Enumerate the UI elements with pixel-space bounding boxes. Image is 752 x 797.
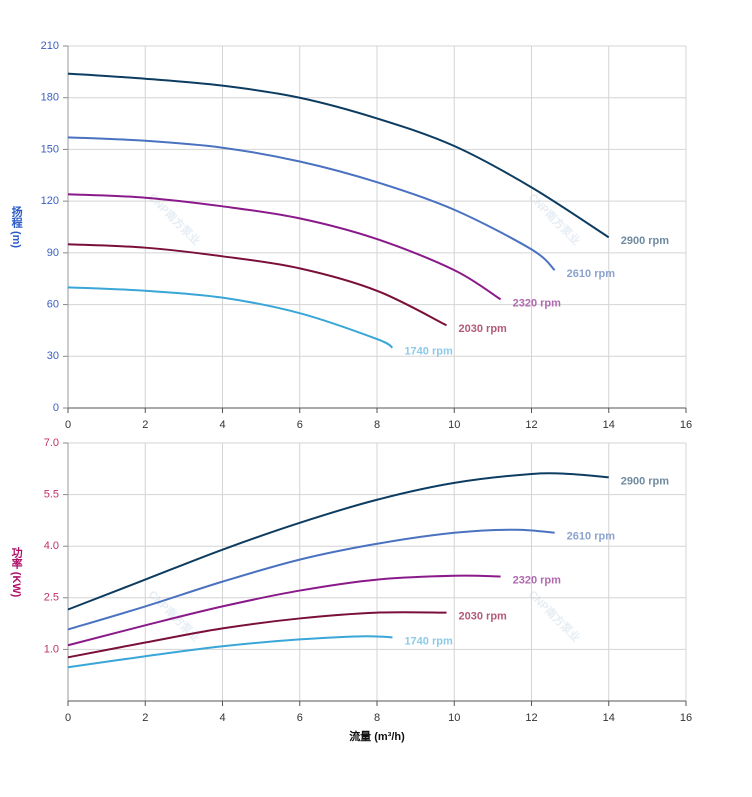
y-axis-label: 扬程 (m) <box>10 205 23 249</box>
x-tick-label: 10 <box>448 419 460 431</box>
y-tick-label: 30 <box>47 350 59 362</box>
x-tick-label: 6 <box>297 419 303 431</box>
y-tick-label: 210 <box>41 40 59 52</box>
y-tick-label: 0 <box>53 402 59 414</box>
y-tick-label: 120 <box>41 195 59 207</box>
x-axis-label: 流量 (m³/h) <box>349 729 405 743</box>
y-tick-label: 5.5 <box>44 489 59 501</box>
series-line <box>67 611 447 659</box>
x-tick-label: 12 <box>525 419 537 431</box>
x-tick-label: 4 <box>219 419 225 431</box>
series-line <box>67 243 447 327</box>
y-tick-label: 4.0 <box>44 540 59 552</box>
series-line <box>67 472 609 611</box>
y-tick-label: 2.5 <box>44 592 59 604</box>
x-tick-label: 8 <box>374 712 380 724</box>
series-label: 2610 rpm <box>567 268 616 280</box>
watermark: CNP南方泵业 <box>526 190 583 247</box>
series-label: 2030 rpm <box>459 323 508 335</box>
series-line <box>67 72 610 239</box>
series-label: 2320 rpm <box>513 297 562 309</box>
series-label: 2320 rpm <box>513 574 562 586</box>
x-tick-label: 8 <box>374 419 380 431</box>
series-line <box>67 574 501 647</box>
series-line <box>67 136 556 271</box>
series-label: 2610 rpm <box>567 531 616 543</box>
x-tick-label: 6 <box>297 712 303 724</box>
x-tick-label: 12 <box>525 712 537 724</box>
x-tick-label: 16 <box>680 419 692 431</box>
series-line <box>67 286 394 349</box>
y-tick-label: 180 <box>41 92 59 104</box>
x-tick-label: 10 <box>448 712 460 724</box>
series-label: 1740 rpm <box>404 346 453 358</box>
y-tick-label: 1.0 <box>44 643 59 655</box>
x-tick-label: 2 <box>142 419 148 431</box>
y-axis-label: 功率 (KW) <box>10 545 23 597</box>
series-line <box>67 193 502 301</box>
x-tick-label: 0 <box>65 712 71 724</box>
series-label: 2900 rpm <box>621 475 670 487</box>
series-line <box>67 635 393 669</box>
x-tick-label: 0 <box>65 419 71 431</box>
y-tick-label: 150 <box>41 143 59 155</box>
y-tick-label: 60 <box>47 298 59 310</box>
series-line <box>67 528 555 631</box>
y-tick-label: 7.0 <box>44 437 59 449</box>
series-label: 2030 rpm <box>459 610 508 622</box>
x-tick-label: 2 <box>142 712 148 724</box>
series-label: 1740 rpm <box>404 635 453 647</box>
watermark: CNP南方泵业 <box>526 587 583 644</box>
x-tick-label: 14 <box>603 712 615 724</box>
x-tick-label: 4 <box>219 712 225 724</box>
y-tick-label: 90 <box>47 247 59 259</box>
x-tick-label: 16 <box>680 712 692 724</box>
series-label: 2900 rpm <box>621 235 670 247</box>
x-tick-label: 14 <box>603 419 615 431</box>
